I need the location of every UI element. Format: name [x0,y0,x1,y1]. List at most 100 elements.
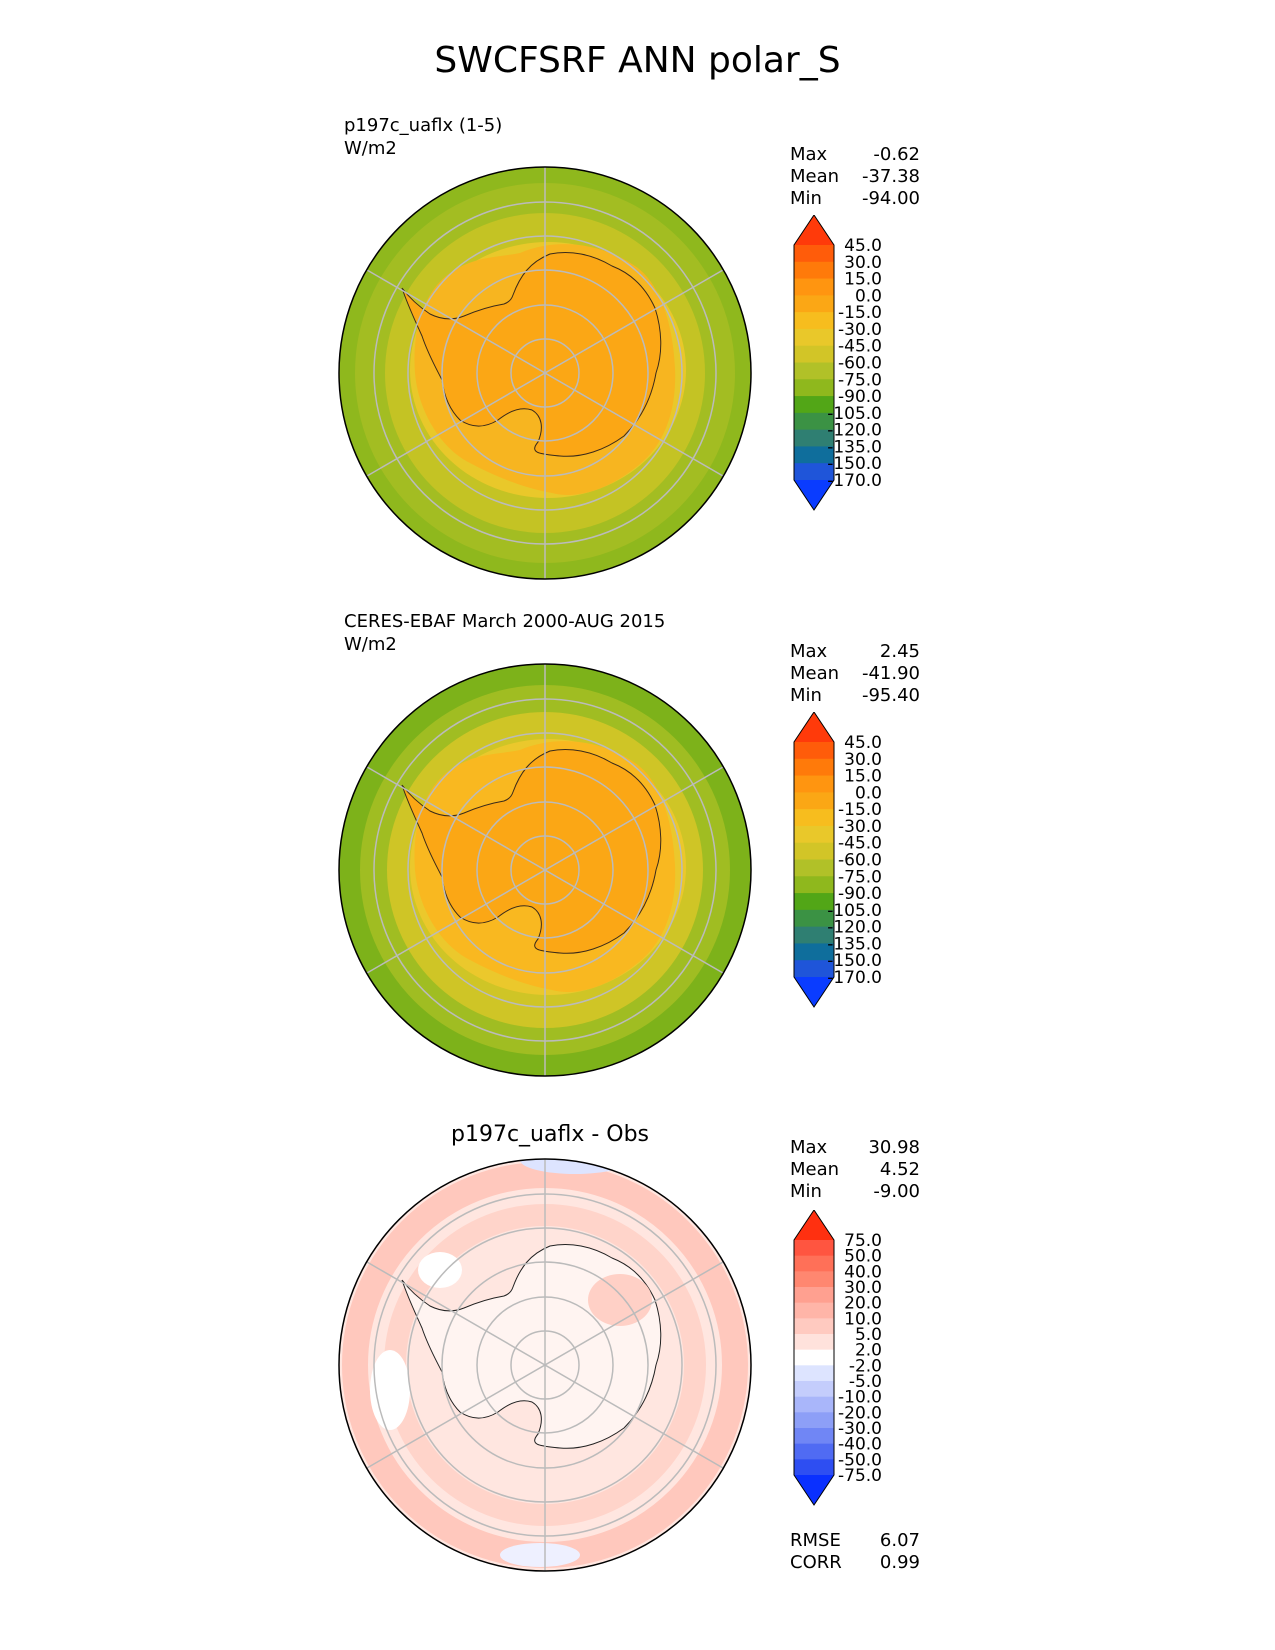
colorbar1-tick-label: -60.0 [838,354,882,374]
colorbar3-segment [794,1318,834,1335]
colorbar3-tick-label: 10.0 [844,1309,882,1329]
colorbar3-tick-label: -30.0 [838,1419,882,1439]
panel3-stat-value-mean: 4.52 [879,1159,920,1180]
panel1-stat-value-min: -94.00 [861,188,920,209]
colorbar2-segment [794,893,834,911]
colorbar3-segment [794,1334,834,1351]
map1-boundary [338,166,752,580]
colorbar2-tick-label: 45.0 [844,733,882,753]
panel3-metric-value-corr: 0.99 [879,1552,920,1573]
colorbar1-segment [794,362,834,380]
colorbar1-segment [794,379,834,397]
colorbar3-tick-label: 50.0 [844,1247,882,1267]
colorbar2-tick-label: -170.0 [827,968,882,988]
colorbar2-segment [794,792,834,810]
colorbar1-segment [794,278,834,296]
panel2-stat-label-max: Max [790,641,828,662]
colorbar3-ticks: 75.050.040.030.020.010.05.02.0-2.0-5.0-1… [838,1231,882,1486]
colorbar3-segment [794,1210,834,1240]
colorbar2-segment [794,943,834,961]
colorbar3-segment [794,1240,834,1257]
colorbar2-segment [794,712,834,742]
panel2-stat-value-max: 2.45 [879,641,920,662]
colorbar3-segments [793,1210,835,1506]
panel1-stat-label-min: Min [790,188,822,209]
colorbar3-tick-label: -20.0 [838,1403,882,1423]
colorbar3-segment [794,1412,834,1429]
panel2-title: CERES-EBAF March 2000-AUG 2015 W/m2 [344,610,665,656]
panel2-stat-label-mean: Mean [790,663,840,684]
colorbar2-segment [794,960,834,978]
colorbar3-tick-label: 30.0 [844,1278,882,1298]
colorbar2-segments [793,712,835,1008]
colorbar3-outline [793,1210,835,1506]
colorbar1-outline [793,215,835,511]
panel2-stat-value-min: -95.40 [861,685,920,706]
panel1-stat-label-mean: Mean [790,166,840,187]
panel1-map [338,166,752,580]
colorbar1-tick-label: -120.0 [827,421,882,441]
colorbar3-segment [794,1349,834,1366]
colorbar3-tick-label: -10.0 [838,1388,882,1408]
colorbar3-tick-label: -40.0 [838,1435,882,1455]
colorbar3-segment [794,1459,834,1476]
colorbar2-segment [794,876,834,894]
colorbar1-tick-label: 45.0 [844,236,882,256]
panel3-colorbar: 75.050.040.030.020.010.05.02.0-2.0-5.0-1… [793,1210,882,1506]
colorbar3-segment [794,1255,834,1272]
colorbar3-segment [794,1381,834,1398]
colorbar2-segment [794,909,834,928]
panel3-stat-label-min: Min [790,1181,822,1202]
colorbar3-segment [794,1287,834,1304]
colorbar2-tick-label: 0.0 [855,783,882,803]
colorbar1-segment [794,396,834,414]
colorbar1-segment [794,245,834,263]
panel3-stat-label-mean: Mean [790,1159,840,1180]
panel3-map [338,1158,752,1572]
colorbar3-tick-label: -2.0 [849,1356,882,1376]
colorbar1-tick-label: -150.0 [827,454,882,474]
colorbar1-segment [794,312,834,330]
colorbar2-segment [794,926,834,944]
colorbar3-tick-label: 20.0 [844,1294,882,1314]
colorbar3-segment [794,1302,834,1319]
colorbar3-tick-label: -75.0 [838,1466,882,1486]
colorbar1-tick-label: 15.0 [844,270,882,290]
colorbar1-tick-label: -30.0 [838,320,882,340]
colorbar1-tick-label: -105.0 [827,404,882,424]
colorbar1-segment [794,261,834,280]
colorbar1-segment [794,215,834,245]
map2-boundary [338,663,752,1077]
panel1-title: p197c_uaflx (1-5) W/m2 [344,114,502,160]
colorbar3-segment [794,1428,834,1445]
colorbar2-tick-label: -75.0 [838,867,882,887]
panel1-stat-label-max: Max [790,144,828,165]
colorbar2-tick-label: -45.0 [838,834,882,854]
panel2-map [338,663,752,1077]
map1-antarctica [401,252,662,457]
colorbar3-tick-label: -5.0 [849,1372,882,1392]
panel2-stat-label-min: Min [790,685,822,706]
colorbar1-tick-label: -90.0 [838,387,882,407]
colorbar2-segment [794,742,834,760]
map3-zone-continent-patch [588,1274,652,1326]
map3-graticule [366,1159,724,1571]
colorbar2-segment [794,775,834,793]
colorbar1-tick-label: 30.0 [844,253,882,273]
colorbar1-tick-label: -15.0 [838,303,882,323]
colorbar2-tick-label: -150.0 [827,951,882,971]
colorbar1-segment [794,429,834,447]
panel1-title-line1: p197c_uaflx (1-5) [344,115,503,136]
colorbar3-tick-label: 40.0 [844,1262,882,1282]
panel2-title-units: W/m2 [344,634,397,655]
colorbar1-segment [794,345,834,363]
colorbar2-segment [794,977,834,1007]
panel1-title-units: W/m2 [344,138,397,159]
colorbar2-segment [794,859,834,877]
colorbar1-segment [794,446,834,464]
colorbar1-tick-label: -45.0 [838,337,882,357]
colorbar1-segment [794,463,834,481]
panel1-stat-value-mean: -37.38 [861,166,920,187]
colorbar1-segment [794,295,834,313]
colorbar1-tick-label: -135.0 [827,437,882,457]
